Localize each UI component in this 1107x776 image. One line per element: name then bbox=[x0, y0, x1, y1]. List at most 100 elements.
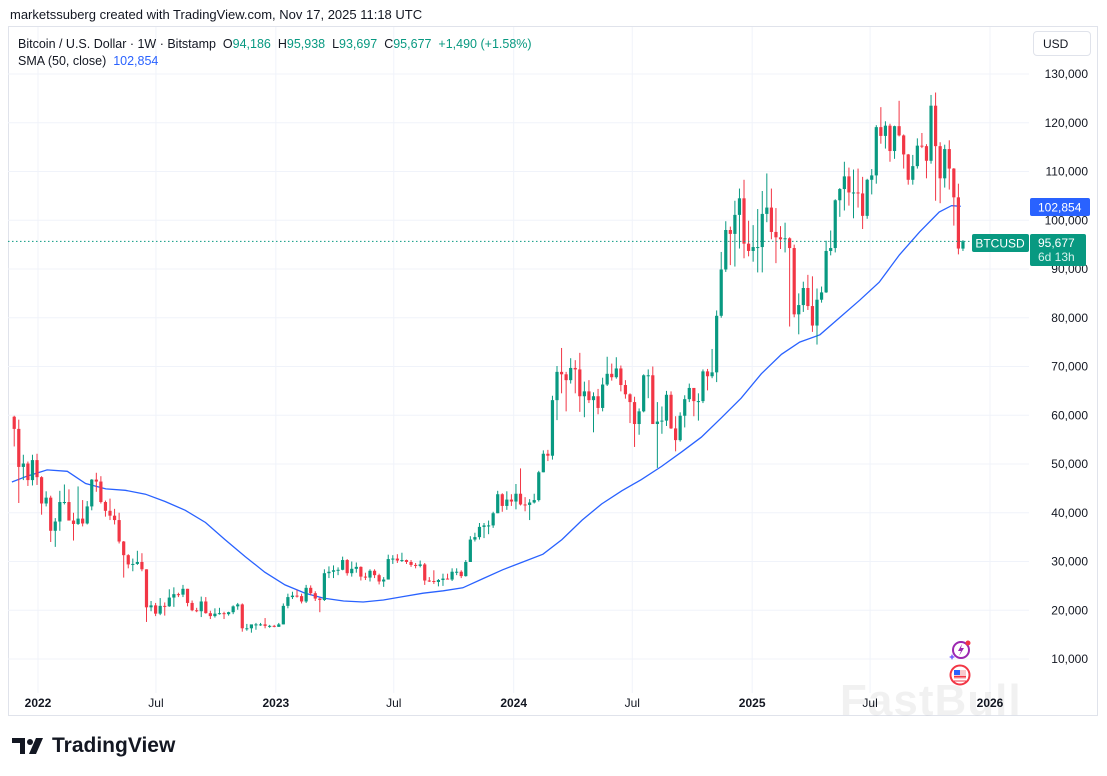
low-label: L bbox=[332, 37, 340, 51]
candle bbox=[400, 552, 404, 562]
candle bbox=[90, 479, 94, 511]
candle bbox=[815, 288, 819, 345]
candle bbox=[879, 107, 883, 144]
candle-body bbox=[103, 502, 108, 511]
candle-body bbox=[217, 613, 222, 615]
candle-body bbox=[53, 521, 57, 531]
candle-body bbox=[414, 564, 418, 566]
candle-body bbox=[664, 394, 669, 421]
candle-body bbox=[395, 558, 399, 561]
candle-body bbox=[801, 288, 805, 306]
candle bbox=[541, 450, 545, 473]
candle-body bbox=[445, 578, 450, 580]
candle-body bbox=[810, 306, 815, 326]
candle bbox=[655, 402, 659, 468]
candle bbox=[154, 602, 158, 617]
candle-body bbox=[619, 368, 623, 386]
lightning-sparkle-icon[interactable] bbox=[949, 639, 971, 661]
candle-body bbox=[76, 518, 80, 524]
chart-credit: marketssuberg created with TradingView.c… bbox=[10, 7, 423, 22]
candle-body bbox=[131, 563, 135, 565]
candle-body bbox=[856, 192, 860, 194]
candle-body bbox=[861, 193, 865, 216]
y-tick-label: 20,000 bbox=[1051, 603, 1088, 617]
candle bbox=[646, 369, 650, 399]
candle bbox=[491, 511, 495, 528]
currency-button[interactable]: USD bbox=[1033, 31, 1091, 56]
candle bbox=[391, 555, 395, 564]
candle bbox=[696, 393, 701, 421]
x-tick-label: Jul bbox=[625, 696, 640, 710]
candle bbox=[778, 226, 783, 250]
candle-body bbox=[486, 525, 491, 527]
candle-body bbox=[62, 502, 66, 504]
candle-body bbox=[199, 601, 203, 612]
candle bbox=[810, 276, 815, 332]
candle bbox=[395, 554, 399, 563]
candle bbox=[842, 161, 846, 211]
candle-body bbox=[112, 515, 117, 521]
candle-body bbox=[140, 561, 144, 570]
candle bbox=[806, 274, 810, 310]
candle bbox=[874, 125, 878, 184]
candle bbox=[920, 132, 924, 149]
candle-body bbox=[760, 213, 764, 248]
candle-body bbox=[468, 539, 472, 562]
indicator-legend-row[interactable]: SMA (50, close) 102,854 bbox=[18, 53, 532, 70]
candle bbox=[924, 144, 929, 179]
candle-body bbox=[610, 373, 614, 378]
symbol-legend-row[interactable]: Bitcoin / U.S. Dollar · 1W · Bitstamp O9… bbox=[18, 36, 532, 53]
x-tick-label: 2022 bbox=[25, 696, 52, 710]
us-flag-calendar-icon[interactable] bbox=[949, 664, 971, 686]
x-tick-label: 2025 bbox=[739, 696, 766, 710]
candle bbox=[103, 500, 108, 517]
candle-body bbox=[724, 230, 728, 270]
candle bbox=[455, 568, 459, 576]
candle bbox=[769, 188, 773, 240]
candle-body bbox=[404, 560, 409, 562]
candle-body bbox=[601, 384, 605, 408]
candle-body bbox=[765, 207, 769, 214]
candle-body bbox=[783, 238, 787, 240]
y-tick-label: 50,000 bbox=[1051, 457, 1088, 471]
candle-body bbox=[190, 602, 194, 611]
candle-body bbox=[222, 613, 226, 615]
candle bbox=[382, 577, 386, 587]
candle-body bbox=[17, 428, 21, 467]
candle-body bbox=[920, 145, 924, 147]
y-tick-label: 30,000 bbox=[1051, 555, 1088, 569]
candle bbox=[204, 597, 208, 614]
candle bbox=[865, 178, 869, 219]
candle-body bbox=[185, 588, 190, 603]
tradingview-logo-text: TradingView bbox=[52, 734, 176, 757]
candle-body bbox=[318, 598, 322, 601]
high-label: H bbox=[277, 37, 287, 51]
price-axis: 10,000 20,000 30,000 40,000 50,000 60,000 70,0… bbox=[1045, 67, 1089, 666]
candle-body bbox=[582, 391, 586, 397]
candle-body bbox=[245, 628, 249, 630]
x-tick-label: Jul bbox=[862, 696, 877, 710]
candle-body bbox=[838, 189, 842, 201]
candle-body bbox=[952, 168, 956, 198]
candle bbox=[751, 225, 755, 262]
candle bbox=[765, 173, 769, 223]
candle bbox=[464, 560, 468, 577]
candle-body bbox=[313, 593, 317, 599]
candle-body bbox=[181, 588, 185, 595]
candle bbox=[44, 491, 48, 507]
candle-body bbox=[423, 564, 427, 581]
last-price-tag: 95,677 6d 13h bbox=[1030, 234, 1086, 266]
candle-body bbox=[135, 561, 139, 564]
y-tick-label: 110,000 bbox=[1046, 165, 1089, 179]
candle bbox=[149, 600, 153, 612]
candle-body bbox=[806, 288, 810, 307]
candle-body bbox=[71, 520, 76, 524]
candle bbox=[687, 383, 691, 403]
candle bbox=[432, 570, 436, 584]
candle-body bbox=[696, 401, 701, 403]
candle bbox=[892, 125, 897, 159]
candle-body bbox=[737, 198, 742, 215]
candle bbox=[341, 556, 345, 571]
tradingview-logo[interactable]: TradingView bbox=[12, 734, 175, 758]
